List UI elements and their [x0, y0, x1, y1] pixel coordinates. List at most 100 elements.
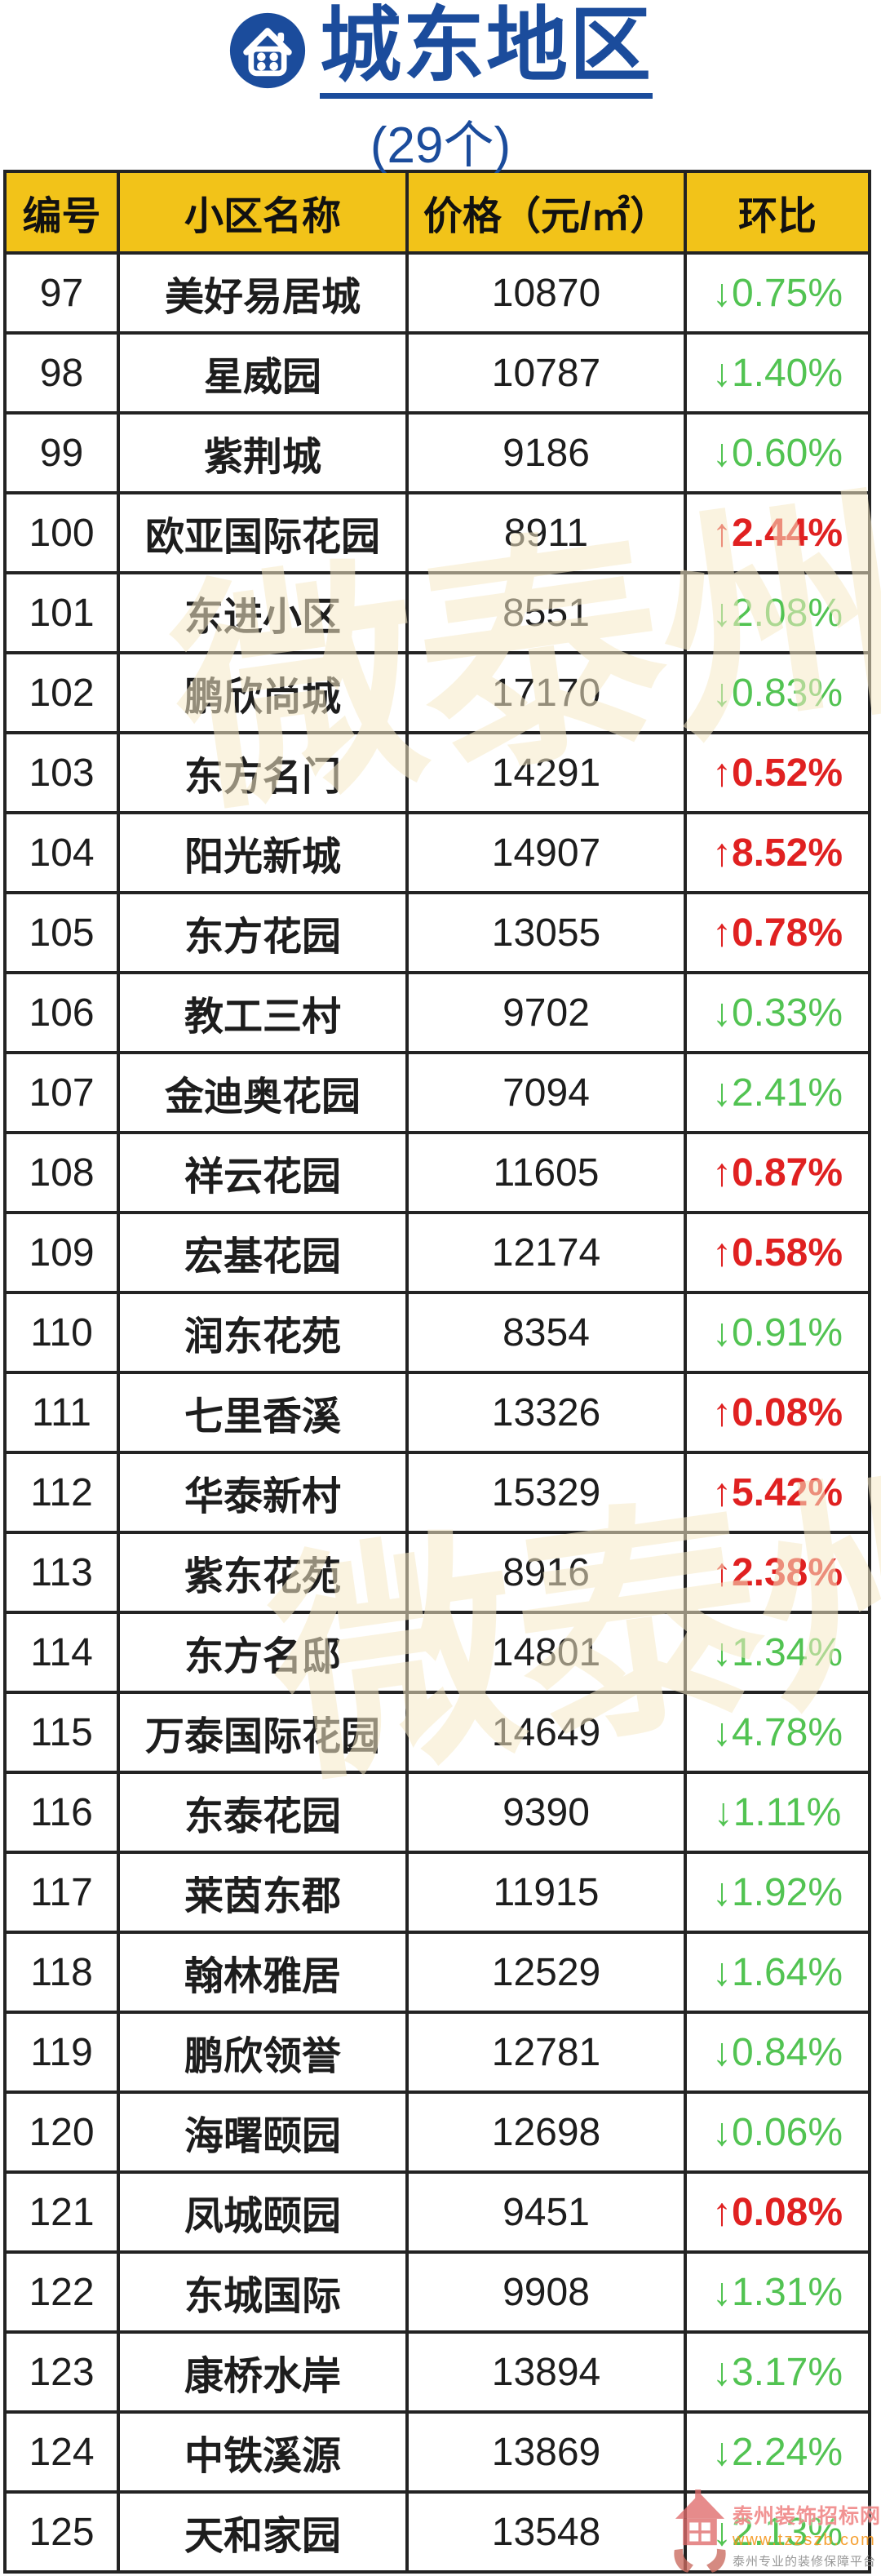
page-subtitle: (29个) — [370, 117, 511, 174]
price-value: 11915 — [409, 1854, 684, 1931]
row-number: 104 — [7, 814, 117, 891]
price-value: 12529 — [409, 1934, 684, 2011]
price-value: 12174 — [409, 1214, 684, 1291]
community-name: 莱茵东郡 — [120, 1854, 405, 1931]
row-number: 111 — [7, 1374, 117, 1451]
row-number: 106 — [7, 974, 117, 1051]
price-value: 9702 — [409, 974, 684, 1051]
change-value: ↓1.34% — [687, 1614, 868, 1691]
row-number: 97 — [7, 255, 117, 331]
price-value: 13055 — [409, 894, 684, 971]
price-value: 14291 — [409, 734, 684, 811]
row-number: 118 — [7, 1934, 117, 2011]
community-name: 东方名邸 — [120, 1614, 405, 1691]
price-value: 15329 — [409, 1454, 684, 1531]
column-header-change: 环比 — [687, 173, 868, 251]
community-name: 金迪奥花园 — [120, 1054, 405, 1131]
column-header-price: 价格（元/㎡） — [409, 173, 684, 251]
row-number: 98 — [7, 335, 117, 411]
community-name: 七里香溪 — [120, 1374, 405, 1451]
community-name: 东方花园 — [120, 894, 405, 971]
change-value: ↓1.11% — [687, 1774, 868, 1851]
community-name: 紫荆城 — [120, 415, 405, 491]
community-name: 美好易居城 — [120, 255, 405, 331]
row-number: 114 — [7, 1614, 117, 1691]
change-value: ↓1.40% — [687, 335, 868, 411]
row-number: 122 — [7, 2254, 117, 2330]
change-value: ↑5.42% — [687, 1454, 868, 1531]
change-value: ↓3.17% — [687, 2334, 868, 2410]
change-value: ↓0.06% — [687, 2094, 868, 2170]
row-number: 108 — [7, 1134, 117, 1211]
row-number: 105 — [7, 894, 117, 971]
change-value: ↑0.52% — [687, 734, 868, 811]
community-name: 阳光新城 — [120, 814, 405, 891]
change-value: ↑0.08% — [687, 1374, 868, 1451]
price-value: 14801 — [409, 1614, 684, 1691]
row-number: 120 — [7, 2094, 117, 2170]
change-value: ↑0.78% — [687, 894, 868, 971]
community-name: 万泰国际花园 — [120, 1694, 405, 1771]
change-value: ↑8.52% — [687, 814, 868, 891]
change-value: ↓1.92% — [687, 1854, 868, 1931]
change-value: ↓0.33% — [687, 974, 868, 1051]
row-number: 115 — [7, 1694, 117, 1771]
price-value: 10870 — [409, 255, 684, 331]
row-number: 119 — [7, 2014, 117, 2091]
change-value: ↓0.84% — [687, 2014, 868, 2091]
price-value: 9186 — [409, 415, 684, 491]
price-value: 7094 — [409, 1054, 684, 1131]
change-value: ↓2.41% — [687, 1054, 868, 1131]
community-name: 东泰花园 — [120, 1774, 405, 1851]
price-value: 12698 — [409, 2094, 684, 2170]
row-number: 125 — [7, 2494, 117, 2570]
change-value: ↑0.87% — [687, 1134, 868, 1211]
price-value: 9908 — [409, 2254, 684, 2330]
change-value: ↓0.83% — [687, 654, 868, 731]
price-value: 11605 — [409, 1134, 684, 1211]
row-number: 116 — [7, 1774, 117, 1851]
change-value: ↓0.75% — [687, 255, 868, 331]
price-value: 13548 — [409, 2494, 684, 2570]
page-header: 城东地区 — [0, 2, 881, 99]
community-name: 宏基花园 — [120, 1214, 405, 1291]
community-name: 康桥水岸 — [120, 2334, 405, 2410]
change-value: ↓0.91% — [687, 1294, 868, 1371]
community-name: 东进小区 — [120, 574, 405, 651]
price-value: 8354 — [409, 1294, 684, 1371]
community-name: 教工三村 — [120, 974, 405, 1051]
price-value: 14649 — [409, 1694, 684, 1771]
house-in-circle-icon — [229, 12, 306, 88]
change-value: ↑0.58% — [687, 1214, 868, 1291]
community-name: 东方名门 — [120, 734, 405, 811]
community-name: 华泰新村 — [120, 1454, 405, 1531]
change-value: ↑2.44% — [687, 494, 868, 571]
community-name: 凤城颐园 — [120, 2174, 405, 2250]
community-name: 翰林雅居 — [120, 1934, 405, 2011]
price-value: 10787 — [409, 335, 684, 411]
row-number: 107 — [7, 1054, 117, 1131]
price-value: 13869 — [409, 2414, 684, 2490]
community-name: 紫东花苑 — [120, 1534, 405, 1611]
row-number: 101 — [7, 574, 117, 651]
price-value: 8551 — [409, 574, 684, 651]
community-name: 天和家园 — [120, 2494, 405, 2570]
row-number: 100 — [7, 494, 117, 571]
change-value: ↓2.24% — [687, 2414, 868, 2490]
row-number: 121 — [7, 2174, 117, 2250]
row-number: 109 — [7, 1214, 117, 1291]
community-name: 祥云花园 — [120, 1134, 405, 1211]
change-value: ↓1.64% — [687, 1934, 868, 2011]
community-name: 海曙颐园 — [120, 2094, 405, 2170]
price-value: 13894 — [409, 2334, 684, 2410]
row-number: 99 — [7, 415, 117, 491]
row-number: 124 — [7, 2414, 117, 2490]
price-value: 8911 — [409, 494, 684, 571]
column-header-no: 编号 — [7, 173, 117, 251]
row-number: 117 — [7, 1854, 117, 1931]
community-name: 东城国际 — [120, 2254, 405, 2330]
change-value: ↑2.38% — [687, 1534, 868, 1611]
price-value: 17170 — [409, 654, 684, 731]
price-value: 12781 — [409, 2014, 684, 2091]
